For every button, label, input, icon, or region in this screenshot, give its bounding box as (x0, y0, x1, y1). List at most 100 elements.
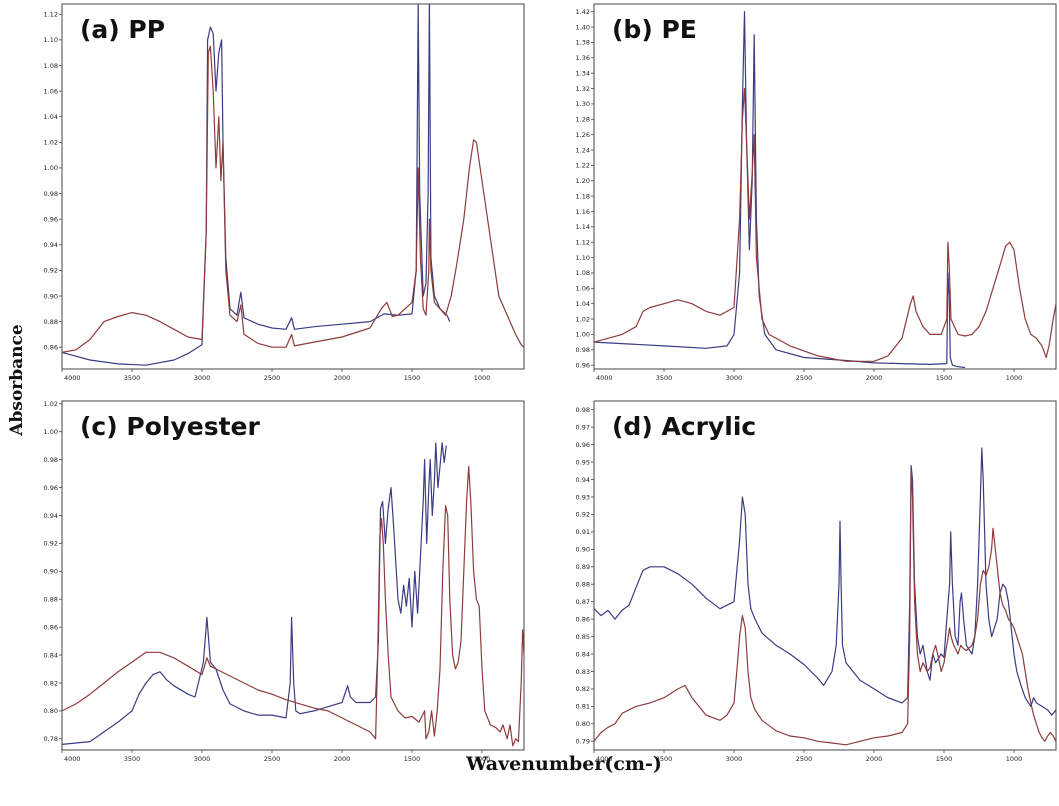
y-tick-label: 0.80 (576, 720, 590, 728)
y-tick-label: 1.24 (576, 146, 590, 154)
y-tick-label: 0.86 (576, 615, 590, 623)
y-tick-label: 0.88 (44, 596, 58, 604)
y-tick-label: 0.84 (44, 651, 58, 659)
chart-panel-pp: 4000 3500 3000 2500 2000 1500 1000 0.86 0.88 0.90… (44, 3, 525, 382)
y-tick-label: 1.12 (44, 11, 58, 19)
y-tick-label: 1.12 (576, 239, 590, 247)
panel-title-polyester: (c) Polyester (80, 412, 260, 441)
y-tick-label: 0.86 (44, 623, 58, 631)
x-tick-label: 1500 (404, 374, 421, 382)
x-tick-label: 3000 (726, 374, 743, 382)
y-tick-label: 1.20 (576, 177, 590, 185)
y-tick-label: 0.87 (576, 598, 590, 606)
y-tick-label: 1.04 (44, 113, 58, 121)
x-tick-label: 3500 (656, 755, 673, 763)
y-tick-label: 0.82 (44, 679, 58, 687)
red-spectrum-line (62, 466, 524, 747)
red-spectrum-line (62, 45, 524, 353)
y-tick-label: 0.86 (44, 344, 58, 352)
y-tick-label: 1.08 (576, 269, 590, 277)
y-tick-label: 0.96 (44, 215, 58, 223)
blue-spectrum-line (594, 447, 1056, 716)
x-tick-label: 1000 (1006, 755, 1023, 763)
y-tick-label: 1.02 (576, 315, 590, 323)
y-tick-label: 0.98 (44, 456, 58, 464)
y-tick-label: 0.93 (576, 493, 590, 501)
y-tick-label: 1.14 (576, 223, 590, 231)
x-tick-label: 2000 (334, 374, 351, 382)
y-tick-label: 1.00 (576, 331, 590, 339)
y-tick-label: 1.06 (44, 87, 58, 95)
y-axis-label: Absorbance (7, 324, 27, 437)
x-tick-label: 1500 (936, 374, 953, 382)
y-tick-label: 0.96 (44, 484, 58, 492)
x-tick-label: 2000 (866, 374, 883, 382)
y-tick-label: 0.80 (44, 707, 58, 715)
y-tick-label: 0.79 (576, 738, 590, 746)
red-spectrum-line (594, 87, 1056, 362)
y-tick-label: 0.89 (576, 563, 590, 571)
y-tick-label: 1.42 (576, 8, 590, 16)
y-tick-label: 0.96 (576, 441, 590, 449)
y-tick-label: 0.84 (576, 650, 590, 658)
chart-panel-pe: 4000 3500 3000 2500 2000 1500 1000 0.96 0.98 1.00… (576, 3, 1057, 382)
x-tick-label: 3000 (726, 755, 743, 763)
y-tick-label: 1.18 (576, 192, 590, 200)
series-group (62, 4, 524, 366)
panel-title-pe: (b) PE (612, 15, 697, 44)
red-spectrum-line (594, 470, 1056, 746)
panel-title-pp: (a) PP (80, 15, 165, 44)
plot-frame (61, 3, 525, 370)
x-tick-label: 3000 (194, 374, 211, 382)
y-tick-label: 1.10 (44, 36, 58, 44)
y-tick-label: 0.88 (44, 318, 58, 326)
y-tick-label: 0.90 (576, 546, 590, 554)
y-tick-label: 0.94 (44, 241, 58, 249)
y-tick-label: 0.90 (44, 568, 58, 576)
y-tick-label: 0.98 (576, 406, 590, 414)
plot-frame (593, 400, 1057, 751)
y-tick-label: 1.16 (576, 208, 590, 216)
y-tick-label: 1.00 (44, 164, 58, 172)
y-tick-label: 0.85 (576, 633, 590, 641)
chart-panel-polyester: 4000 3500 3000 2500 2000 1500 1000 0.78 0.80 0.82… (44, 400, 525, 763)
x-tick-label: 3500 (124, 374, 141, 382)
y-tick-label: 0.91 (576, 528, 590, 536)
x-tick-label: 2500 (796, 374, 813, 382)
y-tick-label: 0.96 (576, 361, 590, 369)
y-tick-label: 0.92 (44, 540, 58, 548)
y-tick-label: 1.02 (44, 139, 58, 147)
y-tick-label: 1.36 (576, 54, 590, 62)
chart-panel-acrylic: 4000 3500 3000 2500 2000 1500 1000 0.79 0.80 0.81… (576, 400, 1057, 763)
x-tick-label: 4000 (596, 374, 613, 382)
x-tick-label: 1000 (474, 755, 491, 763)
x-tick-label: 4000 (596, 755, 613, 763)
x-tick-label: 1000 (474, 374, 491, 382)
y-tick-label: 0.98 (576, 346, 590, 354)
x-tick-label: 2500 (264, 755, 281, 763)
y-tick-label: 0.78 (44, 735, 58, 743)
y-tick-label: 1.28 (576, 116, 590, 124)
y-tick-label: 1.26 (576, 131, 590, 139)
series-group (62, 442, 524, 747)
y-tick-label: 0.88 (576, 581, 590, 589)
y-tick-label: 0.83 (576, 668, 590, 676)
y-tick-label: 0.90 (44, 292, 58, 300)
x-tick-label: 3500 (656, 374, 673, 382)
x-tick-label: 2000 (334, 755, 351, 763)
x-tick-label: 1500 (936, 755, 953, 763)
plot-frame (61, 400, 525, 751)
blue-spectrum-line (62, 442, 447, 745)
y-tick-label: 0.92 (576, 511, 590, 519)
y-tick-label: 1.00 (44, 428, 58, 436)
x-tick-label: 2500 (796, 755, 813, 763)
y-tick-label: 0.82 (576, 685, 590, 693)
y-tick-label: 1.38 (576, 39, 590, 47)
y-tick-label: 0.94 (44, 512, 58, 520)
y-tick-label: 1.40 (576, 23, 590, 31)
y-tick-label: 0.92 (44, 267, 58, 275)
y-tick-label: 1.02 (44, 400, 58, 408)
y-tick-label: 0.81 (576, 703, 590, 711)
y-tick-label: 0.95 (576, 458, 590, 466)
